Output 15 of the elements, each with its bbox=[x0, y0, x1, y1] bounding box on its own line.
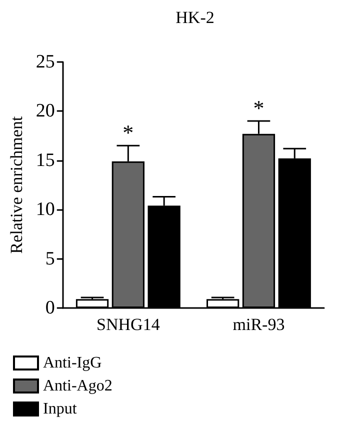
legend-label: Anti-IgG bbox=[43, 354, 102, 372]
x-tick-label: miR-93 bbox=[232, 315, 285, 334]
y-tick-label: 0 bbox=[45, 298, 55, 318]
x-tick-label: SNHG14 bbox=[96, 315, 160, 334]
y-tick-label: 5 bbox=[45, 248, 55, 270]
y-axis-title: Relative enrichment bbox=[7, 116, 26, 254]
annotation: * bbox=[122, 120, 134, 146]
annotation: * bbox=[253, 96, 264, 121]
y-tick-label: 10 bbox=[36, 199, 55, 220]
legend-label: Anti-Ago2 bbox=[43, 378, 112, 394]
y-tick-label: 15 bbox=[36, 150, 55, 171]
y-tick-label: 25 bbox=[36, 52, 55, 72]
y-tick-label: 20 bbox=[36, 100, 55, 122]
legend-label: Input bbox=[43, 400, 78, 418]
chart-title: HK-2 bbox=[176, 8, 214, 27]
